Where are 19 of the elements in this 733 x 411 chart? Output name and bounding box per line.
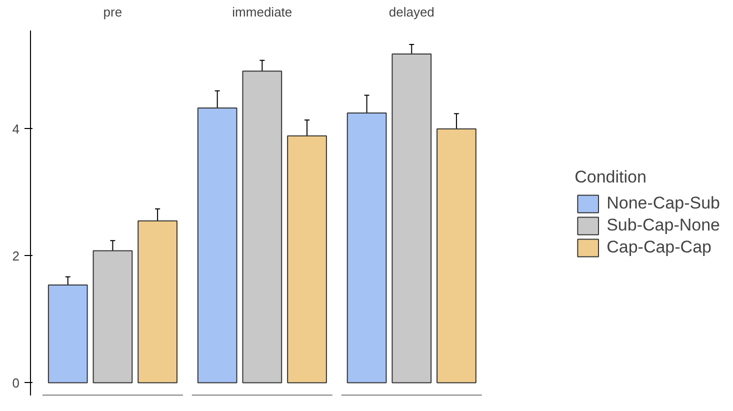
bar xyxy=(48,284,88,384)
x-tick-label: immediate xyxy=(232,4,292,20)
y-tick-label: 4 xyxy=(12,121,20,136)
bar xyxy=(287,135,327,384)
bar xyxy=(138,220,178,384)
bar xyxy=(436,128,476,384)
legend-label: Cap-Cap-Cap xyxy=(606,237,712,257)
bar xyxy=(242,70,282,384)
bar xyxy=(392,53,432,384)
legend-label: Sub-Cap-None xyxy=(606,215,720,235)
x-tick-label: delayed xyxy=(388,4,434,20)
bar xyxy=(346,112,387,384)
bar xyxy=(197,107,238,384)
x-tick-label: pre xyxy=(103,4,122,20)
y-tick-label: 0 xyxy=(12,375,20,390)
y-tick-label: 2 xyxy=(12,248,20,264)
legend-title: Condition xyxy=(574,167,648,187)
legend-label: None-Cap-Sub xyxy=(606,193,720,213)
bar xyxy=(92,250,133,384)
